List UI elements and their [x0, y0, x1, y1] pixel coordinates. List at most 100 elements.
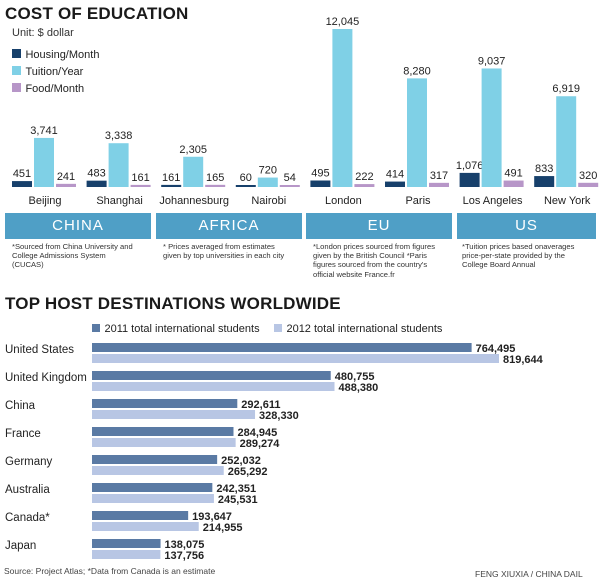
cost-bar-london-housing-month [310, 180, 331, 187]
host-bar-united-states-2012 [92, 354, 499, 363]
cost-value-los-angeles-tuition-year: 9,037 [478, 55, 506, 67]
cost-value-london-tuition-year: 12,045 [326, 16, 360, 28]
region-africa: AFRICA [156, 213, 302, 239]
cost-category-nairobi: Nairobi [251, 195, 286, 207]
host-bar-china-2011 [92, 399, 238, 408]
cost-bar-nairobi-food-month [279, 185, 300, 187]
host-value-australia-2012: 245,531 [218, 494, 258, 506]
legend-2012: 2012 total international students [274, 319, 442, 337]
cost-bar-beijing-tuition-year [34, 137, 54, 187]
cost-value-new-york-housing-month: 833 [535, 163, 553, 175]
cost-value-shanghai-tuition-year: 3,338 [105, 130, 133, 142]
host-country-china: China [5, 400, 36, 412]
cost-unit: Unit: $ dollar [12, 27, 74, 39]
host-value-united-kingdom-2012: 488,380 [339, 382, 379, 394]
host-bar-united-kingdom-2011 [92, 371, 331, 380]
host-value-japan-2012: 137,756 [164, 550, 204, 562]
host-bar-canada-2012 [92, 522, 199, 531]
cost-bar-beijing-food-month [56, 183, 76, 187]
cost-value-london-food-month: 222 [355, 171, 373, 183]
host-value-france-2012: 289,274 [240, 438, 281, 450]
cost-bar-new-york-housing-month [534, 176, 555, 187]
host-value-france-2011: 284,945 [237, 427, 277, 439]
host-value-japan-2011: 138,075 [165, 539, 205, 551]
legend-label-housing: Housing/Month [25, 49, 100, 61]
host-bar-australia-2012 [92, 494, 214, 503]
cost-bar-johannesburg-housing-month [161, 184, 182, 187]
note-eu: *London prices sourced from figures give… [313, 242, 435, 279]
legend-swatch-2011 [92, 324, 100, 332]
cost-chart: 451 3,741 241 Beijing 483 3,338 161 Shanghai 161… [12, 16, 599, 207]
host-bar-australia-2011 [92, 483, 213, 492]
host-bar-france-2012 [92, 438, 236, 447]
cost-bar-london-tuition-year [332, 29, 353, 187]
legend-tuition: Tuition/Year [12, 62, 83, 80]
host-country-france: France [5, 428, 41, 440]
legend-2011: 2011 total international students [92, 319, 260, 337]
host-country-germany: Germany [5, 456, 53, 468]
host-value-australia-2011: 242,351 [216, 483, 256, 495]
host-value-united-states-2012: 819,644 [503, 354, 544, 366]
cost-title: COST OF EDUCATION [5, 4, 189, 23]
hosts-title: TOP HOST DESTINATIONS WORLDWIDE [5, 294, 341, 313]
host-value-china-2012: 328,330 [259, 410, 299, 422]
cost-value-beijing-tuition-year: 3,741 [30, 125, 58, 137]
legend-label-2012: 2012 total international students [286, 323, 443, 335]
legend-swatch-food [12, 83, 21, 92]
legend-housing: Housing/Month [12, 45, 99, 63]
legend-label-food: Food/Month [25, 83, 85, 95]
region-us: US [457, 213, 596, 239]
legend-swatch-tuition [12, 66, 21, 75]
cost-category-johannesburg: Johannesburg [159, 195, 229, 207]
cost-bar-new-york-food-month [578, 182, 599, 187]
host-value-united-kingdom-2011: 480,755 [335, 371, 375, 383]
cost-value-nairobi-tuition-year: 720 [259, 165, 277, 177]
host-bar-united-states-2011 [92, 343, 472, 352]
host-country-australia: Australia [5, 484, 50, 496]
cost-bar-shanghai-food-month [130, 184, 151, 187]
cost-category-shanghai: Shanghai [96, 195, 143, 207]
cost-bar-los-angeles-food-month [503, 180, 524, 187]
source-note: Source: Project Atlas; *Data from Canada… [4, 566, 216, 576]
host-country-united-states: United States [5, 344, 74, 356]
host-bar-france-2011 [92, 427, 234, 436]
cost-category-london: London [325, 195, 362, 207]
cost-bar-shanghai-housing-month [86, 180, 107, 187]
host-bar-canada-2011 [92, 511, 189, 520]
host-bar-japan-2011 [92, 539, 161, 548]
host-value-canada-2012: 214,955 [203, 522, 243, 534]
cost-value-johannesburg-housing-month: 161 [162, 172, 180, 184]
cost-value-nairobi-food-month: 54 [284, 172, 296, 184]
cost-bar-nairobi-tuition-year [257, 177, 278, 187]
cost-category-paris: Paris [405, 195, 431, 207]
cost-value-shanghai-housing-month: 483 [87, 168, 105, 180]
cost-value-johannesburg-tuition-year: 2,305 [179, 144, 207, 156]
cost-bar-nairobi-housing-month [235, 185, 256, 187]
cost-bar-paris-tuition-year [407, 78, 427, 187]
region-eu: EU [306, 213, 452, 239]
cost-value-paris-tuition-year: 8,280 [403, 65, 431, 77]
cost-bar-johannesburg-tuition-year [183, 156, 204, 187]
cost-bar-los-angeles-tuition-year [481, 68, 502, 187]
cost-value-beijing-housing-month: 451 [13, 168, 31, 180]
cost-value-nairobi-housing-month: 60 [240, 172, 252, 184]
cost-value-beijing-food-month: 241 [57, 171, 75, 183]
cost-value-los-angeles-food-month: 491 [504, 168, 522, 180]
host-value-china-2011: 292,611 [241, 399, 280, 411]
note-china: *Sourced from China University and Colle… [12, 242, 133, 270]
cost-bar-london-food-month [354, 184, 375, 187]
cost-bar-paris-housing-month [385, 181, 405, 187]
note-africa: * Prices averaged from estimates given b… [163, 242, 285, 261]
host-country-united-kingdom: United Kingdom [5, 372, 87, 384]
legend-swatch-housing [12, 49, 21, 58]
cost-value-paris-housing-month: 414 [386, 169, 404, 181]
cost-bar-shanghai-tuition-year [108, 143, 129, 187]
cost-value-london-housing-month: 495 [311, 168, 329, 180]
legend-label-2011: 2011 total international students [104, 323, 260, 335]
host-bar-china-2012 [92, 410, 256, 419]
region-china: CHINA [5, 213, 151, 239]
host-country-canada: Canada* [5, 512, 50, 524]
host-bar-japan-2012 [92, 550, 161, 559]
legend-label-tuition: Tuition/Year [25, 66, 84, 78]
